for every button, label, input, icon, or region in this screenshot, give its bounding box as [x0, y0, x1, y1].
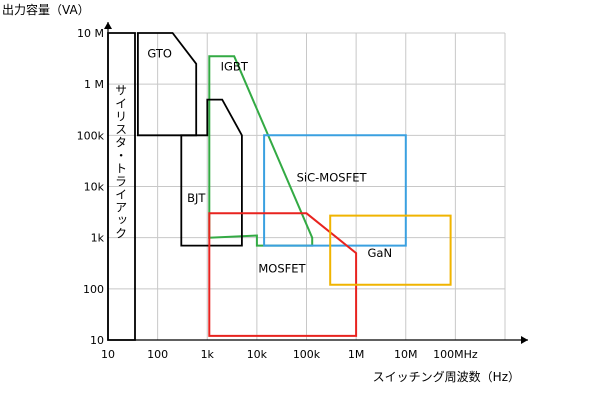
x-tick-label: 100 [147, 348, 168, 361]
region-labels: サイリスタ・トライアック GTO IGBT BJT SiC-MOSFET MOSFET Ga… [114, 46, 392, 275]
regions [107, 32, 452, 341]
x-tick-label: 100MHz [433, 348, 478, 361]
region-mosfet [208, 212, 358, 337]
x-tick-label: 10M [394, 348, 418, 361]
y-tick-label: 100k [77, 129, 105, 142]
region-gan [329, 214, 452, 286]
x-axis-title: スイッチング周波数（Hz） [373, 369, 520, 384]
region-label-sic: SiC-MOSFET [297, 170, 368, 184]
y-tick-label: 10 M [77, 27, 104, 40]
tick-labels: 10 100 1k 10k 100k 1M 10M 100MHz 10 100 1k 10k 100k 1… [77, 27, 478, 361]
x-tick-label: 1M [348, 348, 365, 361]
region-label-gan: GaN [368, 246, 393, 260]
grid [107, 32, 506, 341]
region-label-bjt: BJT [187, 191, 206, 205]
y-tick-label: 1 M [84, 78, 104, 91]
y-tick-label: 10k [84, 181, 105, 194]
region-label-gto: GTO [147, 46, 172, 60]
x-tick-label: 100k [293, 348, 321, 361]
region-thyristor [107, 32, 136, 341]
region-label-igbt: IGBT [221, 60, 249, 74]
y-tick-label: 10 [90, 334, 104, 347]
y-axis-arrow [104, 22, 112, 29]
region-label-thyristor: サイリスタ・トライアック [114, 84, 128, 240]
x-tick-label: 10 [101, 348, 115, 361]
region-sic [263, 134, 407, 247]
y-tick-label: 1k [91, 232, 105, 245]
region-label-mosfet: MOSFET [258, 261, 306, 275]
region-igbt [208, 55, 314, 247]
x-axis-arrow [521, 336, 528, 344]
x-tick-label: 10k [247, 348, 268, 361]
y-axis-title: 出力容量（VA） [2, 2, 90, 17]
x-tick-label: 1k [201, 348, 215, 361]
region-bjt [180, 98, 243, 247]
y-tick-label: 100 [83, 283, 104, 296]
